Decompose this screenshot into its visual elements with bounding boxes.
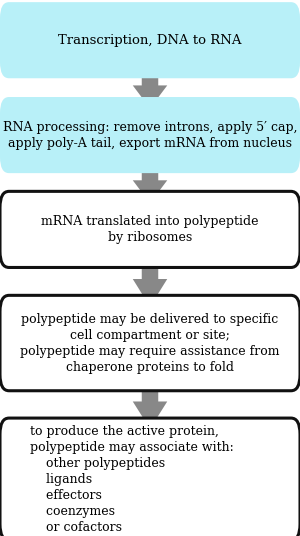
FancyBboxPatch shape bbox=[0, 418, 300, 536]
Text: Transcription, DNA to RNA: Transcription, DNA to RNA bbox=[58, 34, 242, 47]
Polygon shape bbox=[133, 64, 167, 108]
FancyBboxPatch shape bbox=[0, 191, 300, 267]
Polygon shape bbox=[133, 376, 167, 429]
Text: polypeptide may be delivered to specific
cell compartment or site;
polypeptide m: polypeptide may be delivered to specific… bbox=[20, 312, 280, 374]
Text: mRNA translated into polypeptide
by ribosomes: mRNA translated into polypeptide by ribo… bbox=[41, 215, 259, 244]
FancyBboxPatch shape bbox=[0, 97, 300, 173]
Polygon shape bbox=[133, 159, 167, 203]
FancyBboxPatch shape bbox=[0, 2, 300, 78]
Polygon shape bbox=[133, 254, 167, 307]
Text: to produce the active protein,
polypeptide may associate with:
    other polypep: to produce the active protein, polypepti… bbox=[30, 425, 234, 534]
FancyBboxPatch shape bbox=[0, 295, 300, 391]
Text: RNA processing: remove introns, apply 5′ cap,
apply poly-A tail, export mRNA fro: RNA processing: remove introns, apply 5′… bbox=[3, 121, 297, 150]
